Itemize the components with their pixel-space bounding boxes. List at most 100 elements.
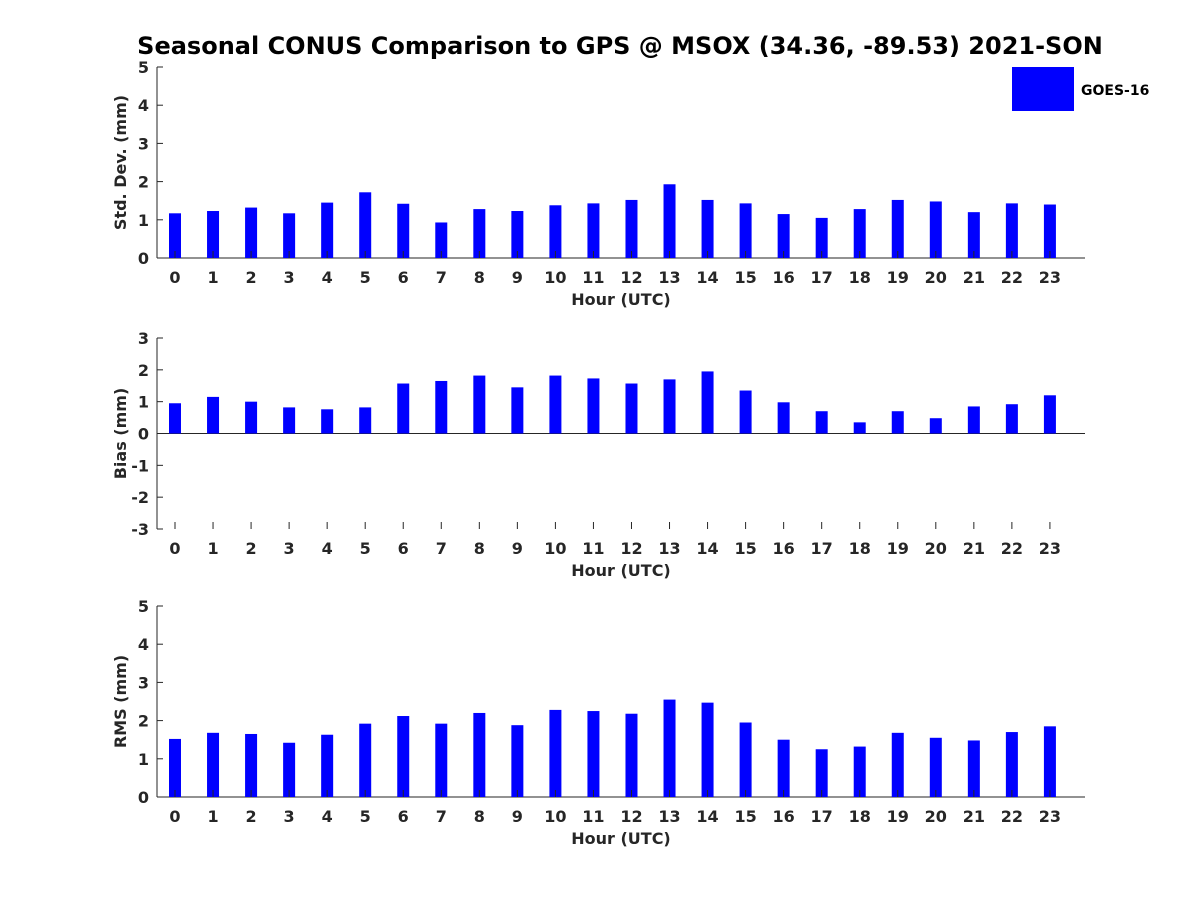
bias-bar <box>625 383 638 434</box>
bias-x-tick-label: 20 <box>925 539 947 558</box>
bias-x-tick-label: 8 <box>474 539 485 558</box>
std-dev-bar <box>929 201 942 258</box>
bias-x-tick-label: 5 <box>360 539 371 558</box>
std-dev-x-tick-label: 10 <box>544 268 566 287</box>
std-dev-x-tick-label: 20 <box>925 268 947 287</box>
rms-x-tick-label: 17 <box>811 807 833 826</box>
rms-bar <box>701 702 714 797</box>
std-dev-x-tick-label: 17 <box>811 268 833 287</box>
std-dev-y-tick-label: 5 <box>138 58 149 77</box>
rms-x-tick-label: 20 <box>925 807 947 826</box>
std-dev-bar <box>625 199 638 258</box>
rms-x-tick-label: 10 <box>544 807 566 826</box>
rms-bar <box>587 711 600 797</box>
rms-y-axis-label: RMS (mm) <box>111 655 130 748</box>
std-dev-bar <box>397 203 410 258</box>
bias-bar <box>473 375 486 434</box>
std-dev-y-tick-label: 3 <box>138 134 149 153</box>
legend-swatch <box>1012 67 1074 111</box>
std-dev-bar <box>1043 204 1056 258</box>
rms-x-tick-label: 18 <box>849 807 871 826</box>
bias-x-axis-label: Hour (UTC) <box>571 561 671 580</box>
rms-bar <box>245 733 258 797</box>
bias-x-tick-label: 4 <box>322 539 333 558</box>
rms-bar <box>397 716 410 797</box>
bias-x-tick-label: 11 <box>582 539 604 558</box>
bias-bar <box>359 407 372 434</box>
rms-bar <box>929 737 942 797</box>
rms-bar <box>1005 732 1018 797</box>
rms-y-tick-label: 1 <box>138 750 149 769</box>
bias-x-tick-label: 17 <box>811 539 833 558</box>
rms-bar <box>549 709 562 797</box>
bias-bar <box>815 411 828 434</box>
std-dev-bar <box>701 199 714 258</box>
bias-bar <box>511 387 524 434</box>
rms-bar <box>967 740 980 797</box>
rms-x-tick-label: 9 <box>512 807 523 826</box>
bias-x-tick-label: 3 <box>284 539 295 558</box>
std-dev-x-tick-label: 1 <box>207 268 218 287</box>
std-dev-x-tick-label: 13 <box>658 268 680 287</box>
rms-bar <box>283 742 296 797</box>
std-dev-bar <box>435 222 448 258</box>
figure-title: Seasonal CONUS Comparison to GPS @ MSOX … <box>137 32 1103 60</box>
bias-bar <box>321 409 334 434</box>
std-dev-y-tick-label: 1 <box>138 211 149 230</box>
bias-x-tick-label: 18 <box>849 539 871 558</box>
bias-bar <box>739 390 752 434</box>
rms-x-tick-label: 11 <box>582 807 604 826</box>
bias-bar <box>891 411 904 434</box>
rms-x-axis-label: Hour (UTC) <box>571 829 671 848</box>
std-dev-bar <box>663 184 676 258</box>
std-dev-y-tick-label: 0 <box>138 249 149 268</box>
rms-y-tick-label: 3 <box>138 673 149 692</box>
std-dev-x-tick-label: 4 <box>322 268 333 287</box>
rms-x-tick-label: 12 <box>620 807 642 826</box>
std-dev-bar <box>777 214 790 258</box>
bias-x-tick-label: 6 <box>398 539 409 558</box>
bias-bar <box>283 407 296 434</box>
std-dev-x-tick-label: 0 <box>169 268 180 287</box>
rms-bar <box>473 712 486 797</box>
bias-bar <box>663 379 676 434</box>
bias-y-tick-label: 1 <box>138 393 149 412</box>
rms-x-tick-label: 3 <box>284 807 295 826</box>
bias-y-axis-label: Bias (mm) <box>111 388 130 480</box>
rms-x-tick-label: 22 <box>1001 807 1023 826</box>
bias-x-tick-label: 16 <box>773 539 795 558</box>
std-dev-x-tick-label: 3 <box>284 268 295 287</box>
rms-x-tick-label: 4 <box>322 807 333 826</box>
std-dev-bar <box>549 205 562 258</box>
std-dev-x-tick-label: 9 <box>512 268 523 287</box>
rms-x-tick-label: 2 <box>246 807 257 826</box>
rms-x-tick-label: 21 <box>963 807 985 826</box>
rms-x-tick-label: 16 <box>773 807 795 826</box>
bias-y-tick-label: -2 <box>131 488 149 507</box>
bias-x-tick-label: 22 <box>1001 539 1023 558</box>
std-dev-bar <box>1005 203 1018 258</box>
bias-x-tick-label: 14 <box>696 539 718 558</box>
std-dev-y-axis-label: Std. Dev. (mm) <box>111 95 130 230</box>
std-dev-x-tick-label: 23 <box>1039 268 1061 287</box>
rms-bar <box>777 739 790 797</box>
rms-x-tick-label: 0 <box>169 807 180 826</box>
std-dev-x-tick-label: 12 <box>620 268 642 287</box>
rms-bar <box>207 732 220 797</box>
bias-bar <box>245 401 258 434</box>
rms-bar <box>511 725 524 797</box>
std-dev-bar <box>815 217 828 258</box>
bias-bar <box>587 378 600 434</box>
std-dev-bar <box>169 213 181 258</box>
std-dev-x-tick-label: 7 <box>436 268 447 287</box>
std-dev-x-tick-label: 2 <box>246 268 257 287</box>
rms-x-tick-label: 13 <box>658 807 680 826</box>
rms-bar <box>663 699 676 797</box>
bias-bar <box>777 402 790 434</box>
rms-x-tick-label: 15 <box>734 807 756 826</box>
std-dev-x-tick-label: 6 <box>398 268 409 287</box>
rms-bar <box>169 738 181 797</box>
